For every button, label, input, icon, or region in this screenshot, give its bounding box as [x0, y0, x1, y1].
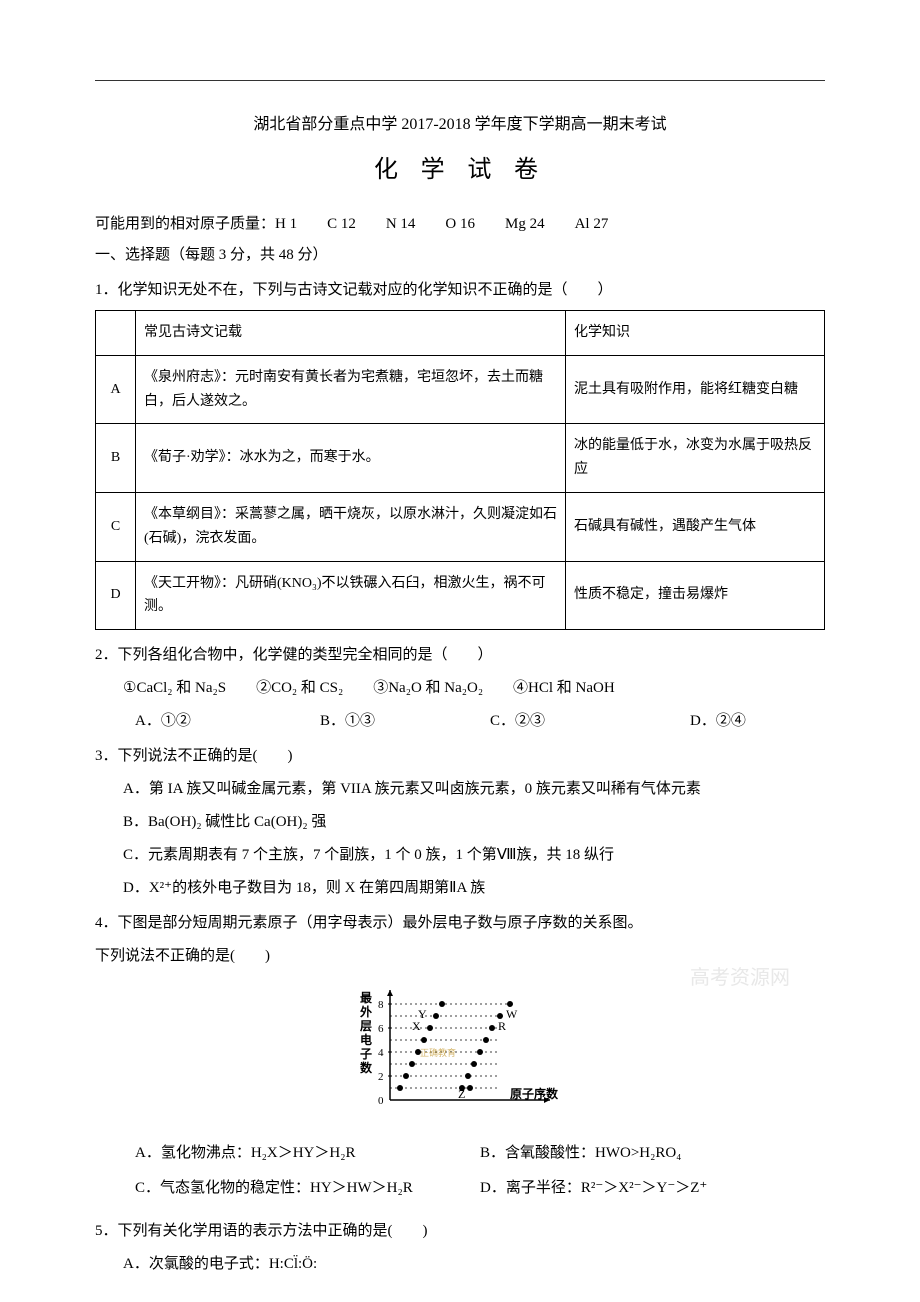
exam-title-line2: 化 学 试 卷: [95, 148, 825, 191]
table-row: D 《天工开物》：凡研硝(KNO₃)不以铁碾入石臼，相激火生，祸不可测。 性质不…: [96, 561, 825, 630]
svg-text:W: W: [506, 1007, 518, 1021]
question-4: 4．下图是部分短周期元素原子（用字母表示）最外层电子数与原子序数的关系图。 下列…: [95, 910, 825, 1210]
table-header-row: 常见古诗文记载 化学知识: [96, 310, 825, 355]
opt-right: 冰的能量低于水，冰变为水属于吸热反应: [566, 424, 825, 493]
q4-options: A．氢化物沸点：H₂X＞HY＞H₂R B．含氧酸酸性：HWO>H₂RO₄ C．气…: [135, 1140, 825, 1210]
svg-text:6: 6: [378, 1023, 384, 1035]
svg-text:最: 最: [360, 991, 373, 1005]
q2-opt-d: D．②④: [690, 708, 810, 735]
svg-text:X: X: [412, 1019, 421, 1033]
opt-right: 石碱具有碱性，遇酸产生气体: [566, 492, 825, 561]
opt-letter: D: [96, 561, 136, 630]
q2-stem: 2．下列各组化合物中，化学健的类型完全相同的是（ ）: [95, 642, 825, 669]
svg-text:Y: Y: [418, 1007, 427, 1021]
q2-opt-b: B．①③: [320, 708, 490, 735]
svg-text:Z: Z: [458, 1087, 465, 1101]
q1-table: 常见古诗文记载 化学知识 A 《泉州府志》：元时南安有黄长者为宅煮糖，宅垣忽坏，…: [95, 310, 825, 630]
exam-title-line1: 湖北省部分重点中学 2017-2018 学年度下学期高一期末考试: [95, 111, 825, 140]
question-3: 3．下列说法不正确的是( ) A．第 IA 族又叫碱金属元素，第 VIIA 族元…: [95, 743, 825, 902]
svg-text:R: R: [498, 1019, 506, 1033]
q3-opt-c: C．元素周期表有 7 个主族，7 个副族，1 个 0 族，1 个第Ⅷ族，共 18…: [123, 842, 825, 869]
q3-opt-b: B．Ba(OH)₂ 碱性比 Ca(OH)₂ 强: [123, 809, 825, 836]
q2-list: ①CaCl₂ 和 Na₂S ②CO₂ 和 CS₂ ③Na₂O 和 Na₂O₂ ④…: [123, 675, 825, 702]
svg-text:原子序数: 原子序数: [510, 1086, 559, 1101]
opt-left: 《荀子·劝学》：冰水为之，而寒于水。: [136, 424, 566, 493]
svg-text:层: 层: [360, 1019, 372, 1033]
q4-scatter-chart: 最 外 层 电 子 数 0 2 4: [350, 980, 570, 1130]
q4-opt-b: B．含氧酸酸性：HWO>H₂RO₄: [480, 1140, 825, 1167]
svg-text:2: 2: [378, 1071, 384, 1083]
opt-left: 《泉州府志》：元时南安有黄长者为宅煮糖，宅垣忽坏，去土而糖白，后人遂效之。: [136, 355, 566, 424]
q2-opt-a: A．①②: [135, 708, 320, 735]
svg-text:子: 子: [360, 1047, 372, 1061]
q2-opt-c: C．②③: [490, 708, 690, 735]
opt-left: 《本草纲目》：采蒿蓼之属，晒干烧灰，以原水淋汁，久则凝淀如石(石碱)，浣衣发面。: [136, 492, 566, 561]
col-header-right: 化学知识: [566, 310, 825, 355]
svg-text:正确教育: 正确教育: [420, 1047, 456, 1058]
svg-text:数: 数: [360, 1060, 373, 1075]
opt-letter: B: [96, 424, 136, 493]
q2-options: A．①② B．①③ C．②③ D．②④: [135, 708, 825, 735]
q4-opt-c: C．气态氢化物的稳定性：HY＞HW＞H₂R: [135, 1175, 480, 1202]
svg-text:外: 外: [360, 1004, 372, 1019]
opt-left: 《天工开物》：凡研硝(KNO₃)不以铁碾入石臼，相激火生，祸不可测。: [136, 561, 566, 630]
question-2: 2．下列各组化合物中，化学健的类型完全相同的是（ ） ①CaCl₂ 和 Na₂S…: [95, 642, 825, 735]
table-row: B 《荀子·劝学》：冰水为之，而寒于水。 冰的能量低于水，冰变为水属于吸热反应: [96, 424, 825, 493]
question-5: 5．下列有关化学用语的表示方法中正确的是( ) A．次氯酸的电子式：H:Cl̈:…: [95, 1218, 825, 1278]
q4-chart-container: 最 外 层 电 子 数 0 2 4: [95, 980, 825, 1130]
question-1: 1．化学知识无处不在，下列与古诗文记载对应的化学知识不正确的是（ ） 常见古诗文…: [95, 277, 825, 630]
opt-right: 泥土具有吸附作用，能将红糖变白糖: [566, 355, 825, 424]
q4-stem: 4．下图是部分短周期元素原子（用字母表示）最外层电子数与原子序数的关系图。: [95, 910, 825, 937]
opt-letter: A: [96, 355, 136, 424]
table-row: A 《泉州府志》：元时南安有黄长者为宅煮糖，宅垣忽坏，去土而糖白，后人遂效之。 …: [96, 355, 825, 424]
opt-letter: C: [96, 492, 136, 561]
q3-opt-a: A．第 IA 族又叫碱金属元素，第 VIIA 族元素又叫卤族元素，0 族元素又叫…: [123, 776, 825, 803]
section-1-heading: 一、选择题（每题 3 分，共 48 分）: [95, 242, 825, 269]
q5-a-prefix: A．次氯酸的电子式：: [123, 1256, 269, 1272]
svg-text:0: 0: [378, 1095, 384, 1107]
opt-right: 性质不稳定，撞击易爆炸: [566, 561, 825, 630]
svg-text:电: 电: [360, 1032, 372, 1047]
col-header-left: 常见古诗文记载: [136, 310, 566, 355]
q5-opt-a: A．次氯酸的电子式：H:Cl̈:Ö:: [123, 1251, 825, 1278]
q4-opt-a: A．氢化物沸点：H₂X＞HY＞H₂R: [135, 1140, 480, 1167]
horizontal-rule: [95, 80, 825, 81]
q4-stem2: 下列说法不正确的是( ): [95, 943, 825, 970]
q4-opt-d: D．离子半径：R²⁻＞X²⁻＞Y⁻＞Z⁺: [480, 1175, 825, 1202]
electron-formula: H:Cl̈:Ö:: [269, 1256, 317, 1272]
atomic-mass-info: 可能用到的相对原子质量：H 1 C 12 N 14 O 16 Mg 24 Al …: [95, 211, 825, 238]
svg-text:8: 8: [378, 999, 384, 1011]
q3-opt-d: D．X²⁺的核外电子数目为 18，则 X 在第四周期第ⅡA 族: [123, 875, 825, 902]
q1-stem: 1．化学知识无处不在，下列与古诗文记载对应的化学知识不正确的是（ ）: [95, 277, 825, 304]
table-row: C 《本草纲目》：采蒿蓼之属，晒干烧灰，以原水淋汁，久则凝淀如石(石碱)，浣衣发…: [96, 492, 825, 561]
q5-stem: 5．下列有关化学用语的表示方法中正确的是( ): [95, 1218, 825, 1245]
q3-stem: 3．下列说法不正确的是( ): [95, 743, 825, 770]
svg-text:4: 4: [378, 1047, 384, 1059]
